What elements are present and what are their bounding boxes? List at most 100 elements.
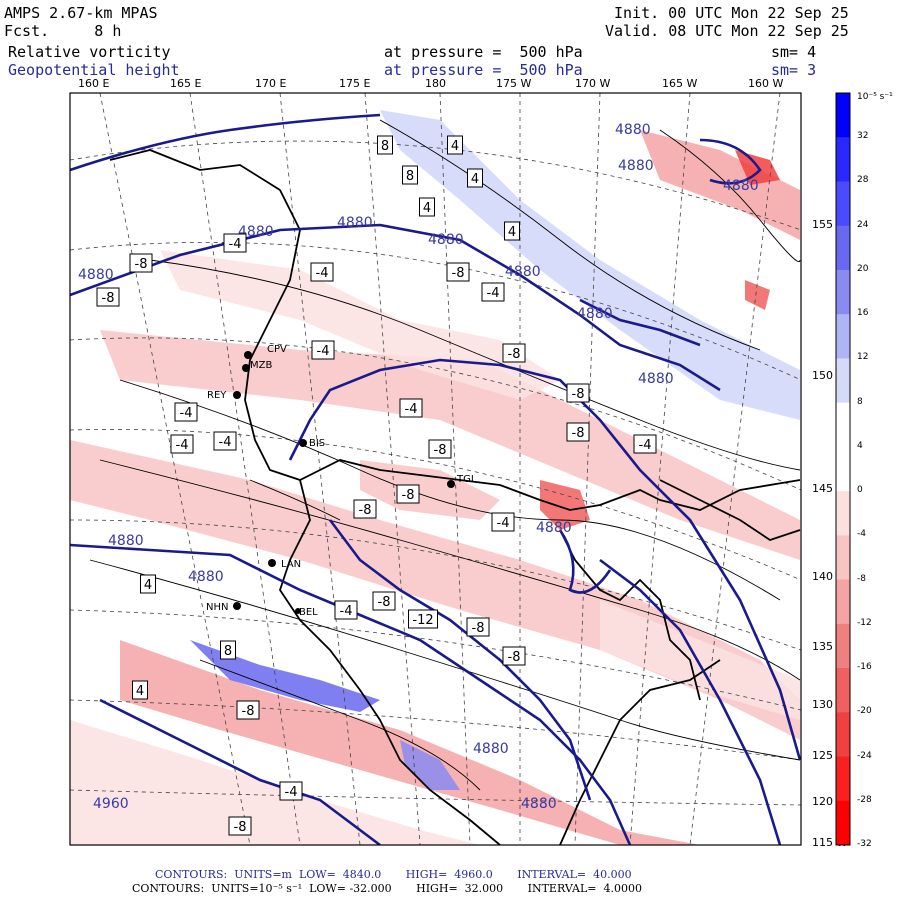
vorticity-label-box bbox=[447, 135, 463, 155]
vorticity-label-box bbox=[408, 609, 438, 629]
vorticity-label: 8 bbox=[406, 169, 414, 184]
vorticity-label-box bbox=[96, 287, 120, 307]
vorticity-label-box bbox=[132, 680, 148, 700]
vorticity-label-box bbox=[174, 402, 198, 422]
station-marker bbox=[268, 559, 276, 567]
vorticity-label: -4 bbox=[180, 406, 193, 421]
footer-height-contours: CONTOURS: UNITS=m LOW= 4840.0 HIGH= 4960… bbox=[155, 868, 632, 881]
height-labels: 4880 4880 4880 4880 4880 4880 4880 4880 … bbox=[78, 122, 759, 812]
vorticity-label: -4 bbox=[487, 286, 500, 301]
height-label: 4880 bbox=[108, 533, 144, 549]
vorticity-label: 4 bbox=[144, 578, 152, 593]
field1-level: at pressure = 500 hPa bbox=[384, 43, 583, 61]
vorticity-label-box bbox=[279, 781, 303, 801]
vorticity-label-box bbox=[377, 135, 393, 155]
colorbar-segment bbox=[836, 225, 850, 271]
vorticity-label: 4 bbox=[508, 225, 516, 240]
coastline bbox=[109, 149, 801, 845]
vorticity-label-box bbox=[310, 262, 334, 282]
vorticity-label: -4 bbox=[176, 438, 189, 453]
vorticity-label-box bbox=[491, 512, 515, 532]
lon-label: 165 W bbox=[662, 77, 698, 90]
vorticity-label: -8 bbox=[234, 820, 247, 835]
vorticity-label: -4 bbox=[639, 438, 652, 453]
valid-time: Valid. 08 UTC Mon 22 Sep 25 bbox=[605, 22, 849, 40]
colorbar-segment bbox=[836, 314, 850, 359]
height-label: 4880 bbox=[78, 267, 114, 283]
colorbar-frame bbox=[835, 92, 851, 846]
vorticity-label: -12 bbox=[412, 613, 433, 628]
vorticity-label: -4 bbox=[285, 785, 298, 800]
colorbar-tick-label: -4 bbox=[857, 529, 866, 540]
colorbar-segment bbox=[836, 535, 850, 581]
vorticity-label: -8 bbox=[359, 503, 372, 518]
forecast-hour: Fcst. 8 h bbox=[4, 22, 122, 40]
vorticity-label-box bbox=[566, 422, 590, 442]
vorticity-label-box bbox=[502, 343, 526, 363]
footer-vorticity-contours: CONTOURS: UNITS=10⁻⁵ s⁻¹ LOW= -32.000 HI… bbox=[132, 882, 642, 895]
vorticity-label: 8 bbox=[381, 139, 389, 154]
height-label: 4880 bbox=[723, 178, 759, 194]
vorticity-label: -8 bbox=[572, 426, 585, 441]
field2-smoothing: sm= 3 bbox=[771, 61, 817, 79]
colorbar-segment bbox=[836, 579, 850, 625]
vorticity-label-box bbox=[223, 233, 247, 253]
vorticity-label-box bbox=[566, 383, 590, 403]
lon-label: 160 W bbox=[748, 77, 784, 90]
model-title: AMPS 2.67-km MPAS bbox=[4, 4, 158, 22]
vorticity-label: 4 bbox=[136, 684, 144, 699]
station-label: CPV bbox=[267, 344, 287, 355]
colorbar-unit: 10⁻⁵ s⁻¹ bbox=[857, 92, 893, 102]
colorbar-tick-label: 24 bbox=[857, 219, 869, 230]
vorticity-label-box bbox=[402, 165, 418, 185]
vorticity-label-box bbox=[419, 197, 435, 217]
vorticity-label-box bbox=[428, 439, 452, 459]
station-marker bbox=[233, 602, 241, 610]
vorticity-label-box bbox=[213, 431, 237, 451]
stations: CPV MZB REY BIS TGL LAN NHN BEL bbox=[206, 344, 477, 618]
height-label: 4880 bbox=[615, 122, 651, 138]
vorticity-label-box bbox=[502, 646, 526, 666]
colorbar-tick-label: -32 bbox=[857, 839, 872, 849]
vorticity-label: -4 bbox=[229, 237, 242, 252]
colorbar-segment bbox=[836, 358, 850, 404]
vorticity-label-box bbox=[236, 700, 260, 720]
vorticity-label-box bbox=[481, 282, 505, 302]
vorticity-label-box bbox=[353, 499, 377, 519]
colorbar-segment bbox=[836, 623, 850, 669]
vorticity-label: -8 bbox=[135, 257, 148, 272]
colorbar-tick-label: 4 bbox=[857, 440, 863, 451]
colorbar-segment bbox=[836, 800, 850, 846]
lon-label: 170 E bbox=[255, 77, 287, 90]
lon-label: 170 W bbox=[575, 77, 611, 90]
colorbar-segment bbox=[836, 93, 850, 138]
vorticity-label-box bbox=[399, 398, 423, 418]
vorticity-label: -8 bbox=[378, 595, 391, 610]
colorbar-tick-label: -8 bbox=[857, 573, 866, 584]
vorticity-label: -8 bbox=[572, 387, 585, 402]
station-label: NHN bbox=[206, 602, 228, 613]
height-label: 4880 bbox=[536, 520, 572, 536]
lon-label: 175 E bbox=[339, 77, 371, 90]
map-frame bbox=[69, 92, 802, 846]
vorticity-label-box bbox=[228, 816, 252, 836]
colorbar-tick-label: -12 bbox=[857, 617, 872, 628]
height-label: 4880 bbox=[521, 796, 557, 812]
station-marker bbox=[244, 351, 252, 359]
lon-label: 180 bbox=[425, 77, 446, 90]
colorbar-tick-label: 28 bbox=[857, 175, 869, 186]
colorbar-segment bbox=[836, 137, 850, 182]
colorbar-tick-label: 8 bbox=[857, 396, 863, 407]
station-marker bbox=[242, 364, 250, 372]
colorbar-tick-label: 12 bbox=[857, 352, 869, 363]
station-marker bbox=[295, 608, 301, 614]
vorticity-label: -8 bbox=[102, 291, 115, 306]
station-marker bbox=[299, 439, 307, 447]
vorticity-label: 4 bbox=[451, 139, 459, 154]
init-time: Init. 00 UTC Mon 22 Sep 25 bbox=[614, 4, 849, 22]
vorticity-label: -8 bbox=[434, 443, 447, 458]
height-label: 4880 bbox=[473, 741, 509, 757]
station-label: LAN bbox=[281, 559, 301, 570]
vorticity-label: -4 bbox=[497, 516, 510, 531]
height-label: 4880 bbox=[337, 215, 373, 231]
